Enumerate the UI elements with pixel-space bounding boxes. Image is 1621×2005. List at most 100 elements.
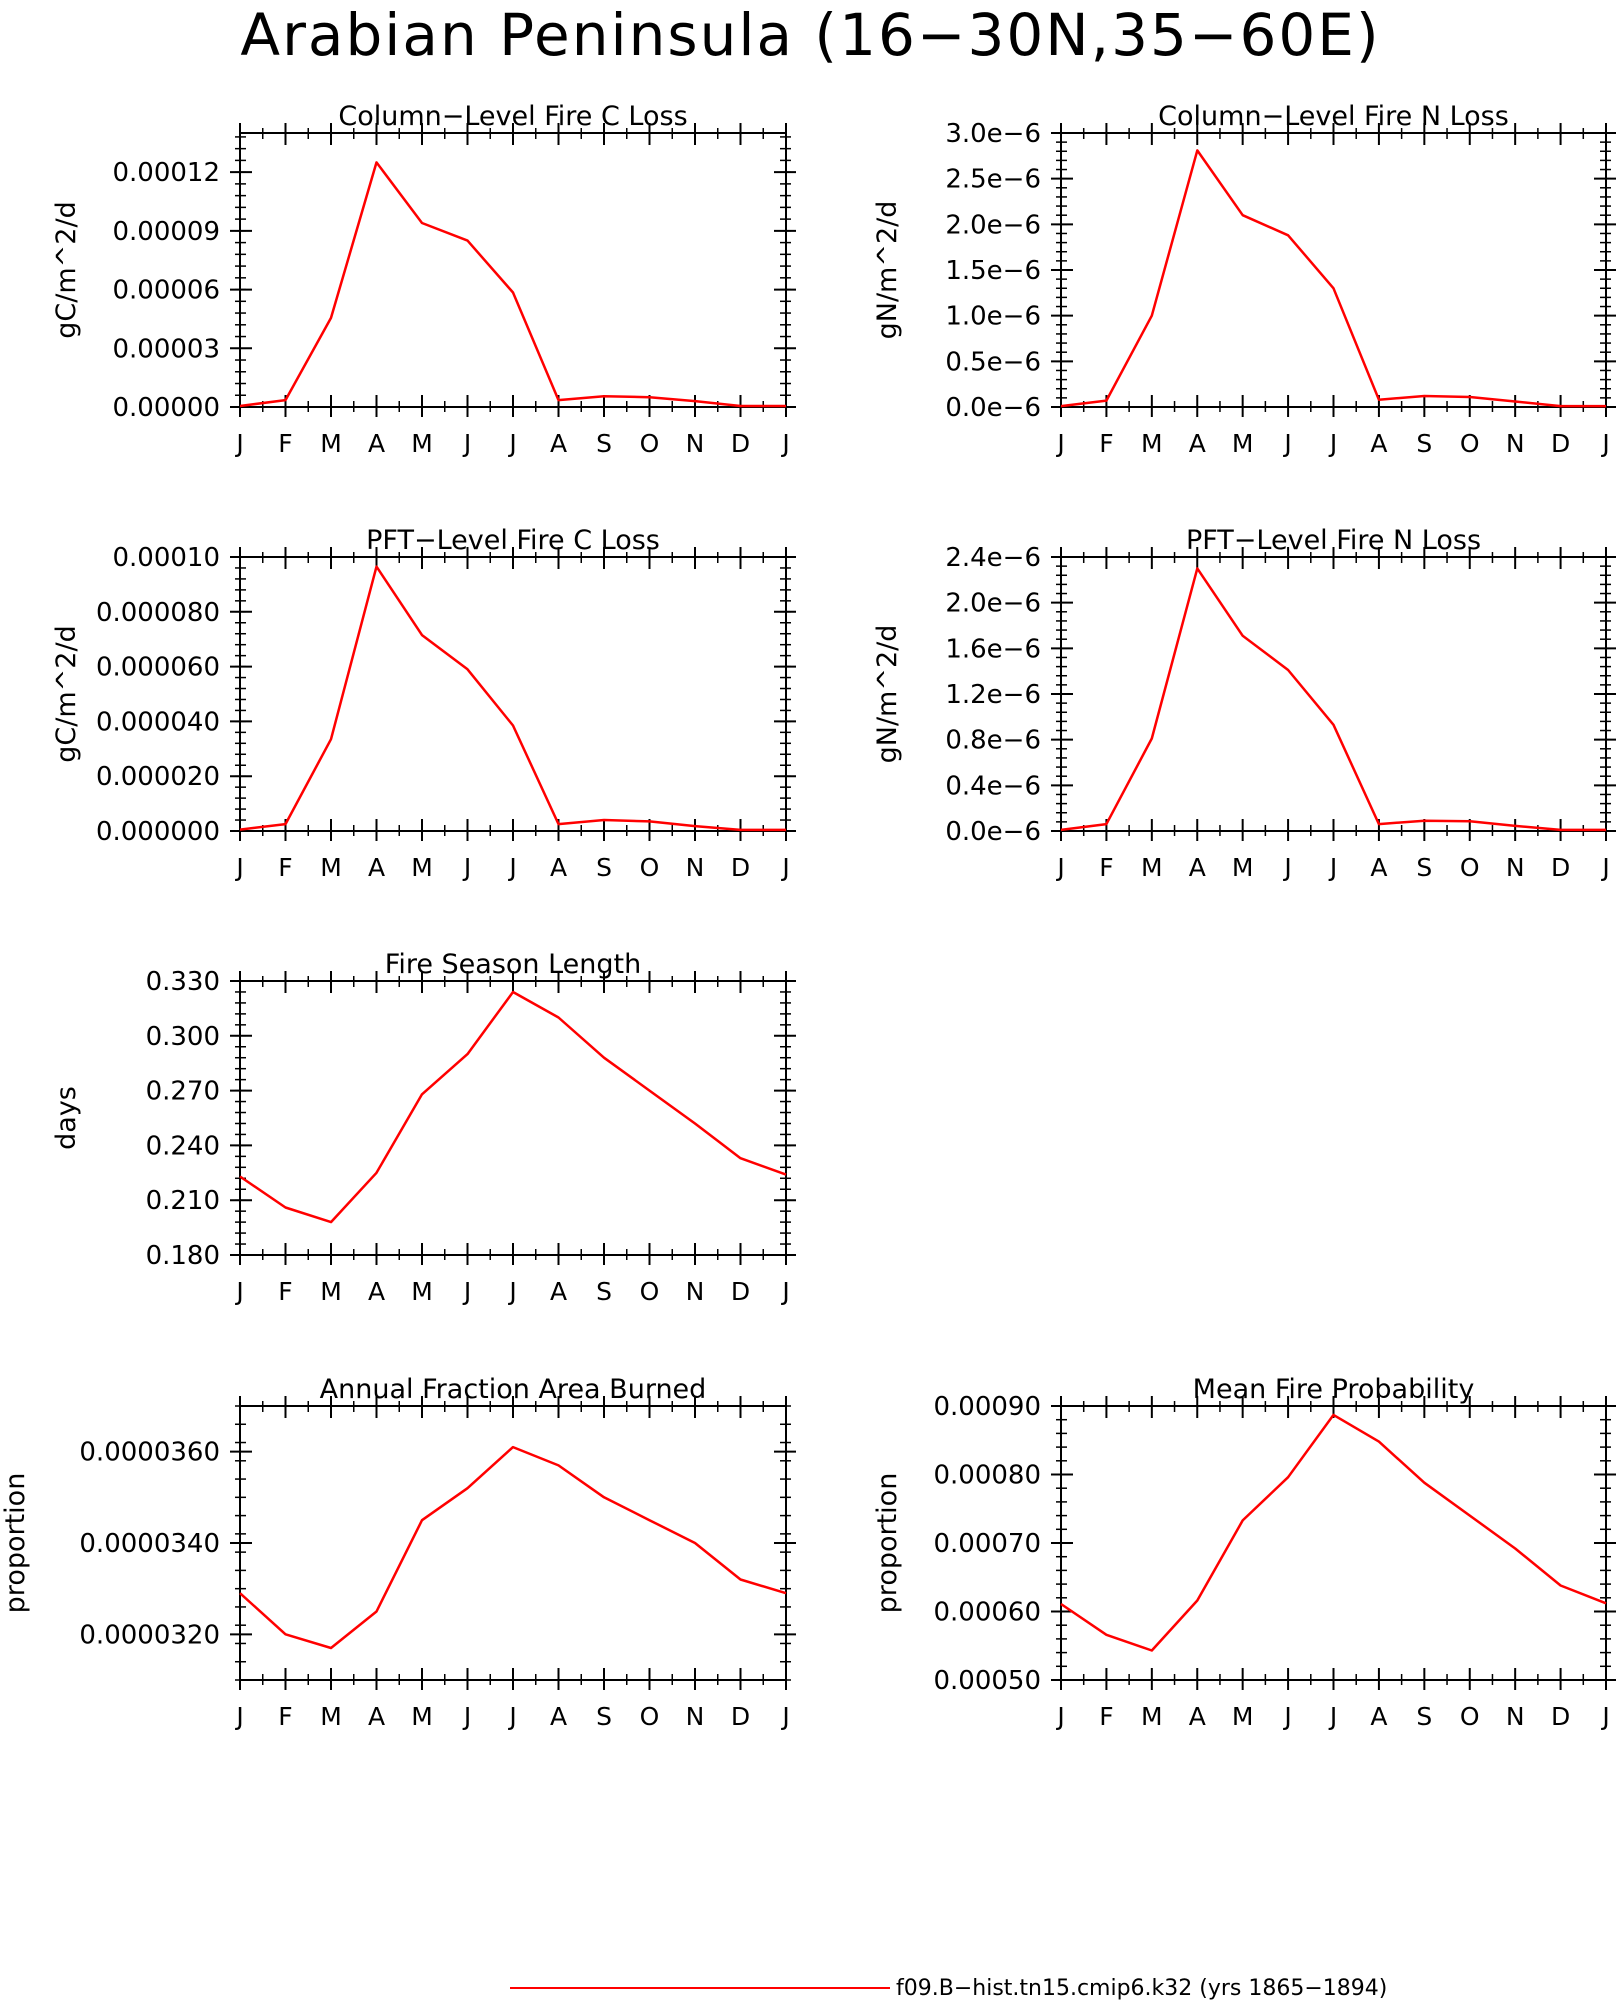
- x-tick-label: J: [507, 1277, 516, 1306]
- x-tick-label: M: [411, 1277, 433, 1306]
- x-tick-label: F: [1099, 1702, 1113, 1731]
- x-tick-label: J: [507, 429, 516, 458]
- y-tick-label: 0.0000320: [79, 1620, 220, 1650]
- y-tick-label: 0.000060: [96, 653, 220, 683]
- x-tick-label: N: [1506, 429, 1525, 458]
- x-tick-label: O: [1460, 429, 1480, 458]
- x-tick-label: F: [278, 853, 292, 882]
- series-line: [239, 161, 786, 408]
- panel-title: Mean Fire Probability: [1193, 1374, 1475, 1405]
- y-axis-label: proportion: [872, 1473, 903, 1614]
- x-tick-label: F: [1099, 429, 1113, 458]
- x-tick-label: S: [596, 1702, 612, 1731]
- x-tick-label: J: [462, 429, 471, 458]
- panel-title: Column−Level Fire C Loss: [338, 101, 687, 132]
- x-tick-label: O: [640, 1702, 660, 1731]
- x-tick-label: M: [1232, 429, 1254, 458]
- y-tick-label: 1.6e−6: [945, 634, 1041, 664]
- y-tick-label: 0.00060: [933, 1598, 1041, 1628]
- panel-title: Annual Fraction Area Burned: [320, 1374, 707, 1405]
- y-tick-label: 0.00090: [933, 1392, 1041, 1422]
- x-tick-label: O: [1460, 1702, 1480, 1731]
- y-tick-label: 0.00006: [112, 276, 220, 306]
- y-tick-label: 0.00003: [112, 334, 220, 364]
- y-tick-label: 0.4e−6: [945, 771, 1041, 801]
- x-tick-label: J: [507, 853, 516, 882]
- x-tick-label: A: [368, 429, 385, 458]
- y-tick-label: 0.000080: [96, 598, 220, 628]
- x-tick-label: J: [780, 1702, 789, 1731]
- x-tick-label: O: [640, 853, 660, 882]
- x-tick-label: A: [550, 429, 567, 458]
- y-axis-label: gC/m^2/d: [51, 201, 82, 338]
- series-line: [239, 1445, 787, 1650]
- y-tick-label: 0.0000360: [79, 1438, 220, 1468]
- x-tick-label: J: [1282, 429, 1291, 458]
- chart-panel-4: J F M A M J J A S O N D J0.0e−60.4e−60.8e−61.2e−61.6…: [872, 525, 1616, 882]
- y-axis-label: gN/m^2/d: [872, 625, 903, 764]
- y-axis-label: proportion: [0, 1473, 31, 1614]
- y-tick-label: 0.00000: [112, 393, 220, 423]
- x-tick-label: S: [1416, 1702, 1432, 1731]
- x-tick-label: J: [1055, 1702, 1064, 1731]
- x-tick-label: S: [596, 1277, 612, 1306]
- x-tick-label: M: [320, 853, 342, 882]
- x-tick-label: J: [1055, 853, 1064, 882]
- x-tick-label: O: [640, 1277, 660, 1306]
- x-tick-label: N: [1506, 1702, 1525, 1731]
- x-tick-label: J: [1055, 429, 1064, 458]
- y-tick-label: 0.00080: [933, 1461, 1041, 1491]
- x-tick-label: N: [686, 1277, 705, 1306]
- x-tick-label: M: [1141, 1702, 1163, 1731]
- x-tick-label: J: [462, 853, 471, 882]
- x-tick-label: M: [1141, 429, 1163, 458]
- plot-frame: [239, 132, 787, 408]
- x-tick-label: A: [1189, 1702, 1206, 1731]
- page-title: Arabian Peninsula (16−30N,35−60E): [240, 1, 1381, 69]
- y-tick-label: 2.0e−6: [945, 589, 1041, 619]
- x-tick-label: M: [1141, 853, 1163, 882]
- y-tick-label: 0.5e−6: [945, 347, 1041, 377]
- x-tick-label: J: [1328, 1702, 1337, 1731]
- x-tick-label: D: [731, 853, 750, 882]
- chart-panel-7: J F M A M J J A S O N D J0.000500.000600.000700.0008…: [872, 1374, 1616, 1731]
- x-tick-label: A: [1189, 853, 1206, 882]
- x-tick-label: A: [368, 853, 385, 882]
- x-tick-label: M: [320, 429, 342, 458]
- x-tick-label: A: [550, 1702, 567, 1731]
- chart-panel-1: J F M A M J J A S O N D J0.000000.000030.000060.0000…: [51, 101, 796, 458]
- y-tick-label: 3.0e−6: [945, 119, 1041, 149]
- panel-title: PFT−Level Fire N Loss: [1186, 525, 1481, 556]
- x-tick-label: J: [234, 1702, 243, 1731]
- x-tick-label: J: [780, 429, 789, 458]
- chart-panel-6: J F M A M J J A S O N D J0.00003200.00003400.0000360…: [0, 1374, 796, 1731]
- x-tick-label: N: [686, 429, 705, 458]
- series-line: [239, 565, 786, 832]
- plot-frame: [1060, 132, 1607, 408]
- x-tick-label: J: [462, 1702, 471, 1731]
- x-tick-label: J: [234, 853, 243, 882]
- y-tick-label: 0.00009: [112, 217, 220, 247]
- x-tick-label: J: [1600, 1702, 1609, 1731]
- x-tick-label: J: [507, 1702, 516, 1731]
- y-tick-label: 2.4e−6: [945, 543, 1041, 573]
- x-tick-label: A: [1370, 1702, 1387, 1731]
- x-tick-label: D: [1551, 429, 1570, 458]
- y-tick-label: 1.2e−6: [945, 680, 1041, 710]
- x-tick-label: S: [596, 853, 612, 882]
- x-tick-label: J: [1328, 853, 1337, 882]
- y-tick-label: 2.0e−6: [945, 210, 1041, 240]
- x-tick-label: S: [1416, 853, 1432, 882]
- y-tick-label: 0.300: [146, 1022, 220, 1052]
- series-line: [239, 990, 787, 1224]
- x-tick-label: D: [1551, 1702, 1570, 1731]
- y-tick-label: 0.000000: [96, 817, 220, 847]
- x-tick-label: D: [1551, 853, 1570, 882]
- x-tick-label: D: [731, 429, 750, 458]
- x-tick-label: S: [1416, 429, 1432, 458]
- x-tick-label: J: [1282, 853, 1291, 882]
- plot-frame: [1060, 1405, 1607, 1681]
- x-tick-label: J: [780, 1277, 789, 1306]
- y-tick-label: 0.00070: [933, 1529, 1041, 1559]
